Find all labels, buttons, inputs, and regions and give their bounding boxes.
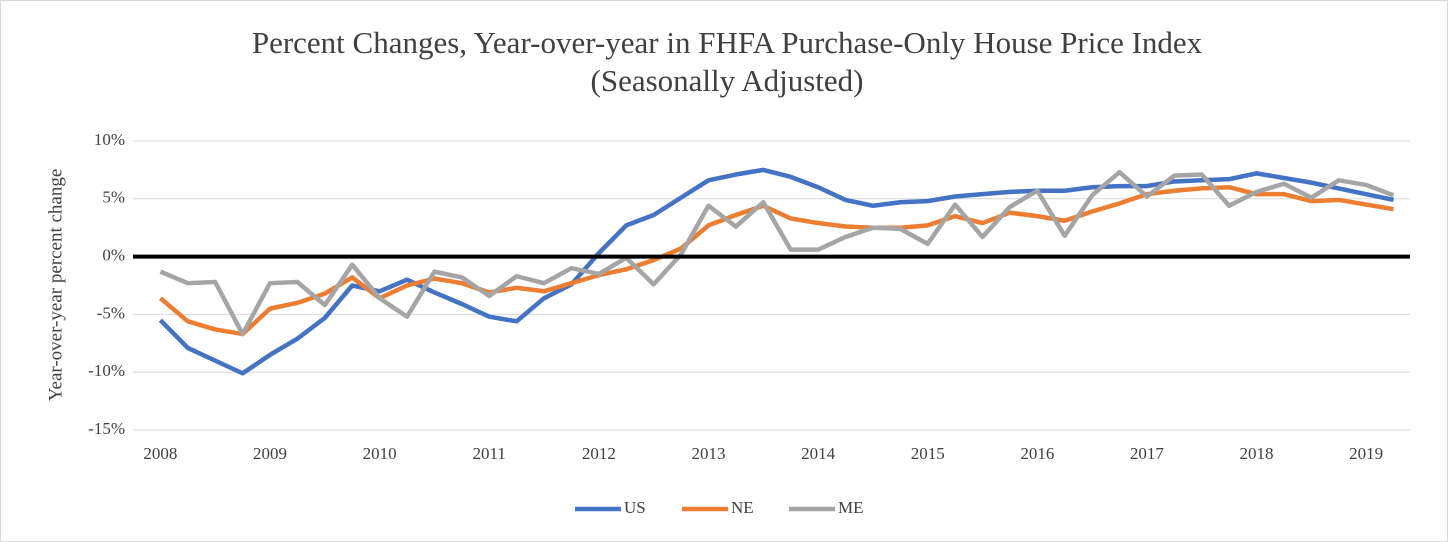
x-tick-label: 2011	[473, 444, 506, 463]
x-tick-label: 2016	[1020, 444, 1054, 463]
legend-label: US	[624, 498, 646, 517]
chart-title: Percent Changes, Year-over-year in FHFA …	[252, 25, 1203, 60]
x-tick-label: 2009	[253, 444, 287, 463]
line-series	[158, 184, 1394, 337]
x-tick-label: 2013	[691, 444, 725, 463]
x-tick-label: 2010	[363, 444, 397, 463]
x-tick-label: 2014	[801, 444, 836, 463]
x-tick-label: 2017	[1130, 444, 1165, 463]
y-tick-label: 10%	[94, 130, 125, 149]
y-tick-label: -15%	[88, 419, 125, 438]
y-axis-label: Year-over-year percent change	[45, 169, 66, 402]
y-tick-label: 0%	[102, 246, 125, 265]
chart-subtitle: (Seasonally Adjusted)	[591, 63, 864, 98]
y-tick-label: -5%	[97, 303, 125, 322]
y-tick-label: -10%	[88, 361, 125, 380]
x-tick-label: 2015	[911, 444, 945, 463]
x-tick-label: 2008	[143, 444, 177, 463]
x-tick-label: 2018	[1240, 444, 1274, 463]
y-tick-label: 5%	[102, 188, 125, 207]
legend-label: NE	[731, 498, 754, 517]
x-tick-label: 2012	[582, 444, 616, 463]
line-series	[159, 169, 1395, 337]
legend-label: ME	[838, 498, 864, 517]
x-tick-label: 2019	[1349, 444, 1383, 463]
